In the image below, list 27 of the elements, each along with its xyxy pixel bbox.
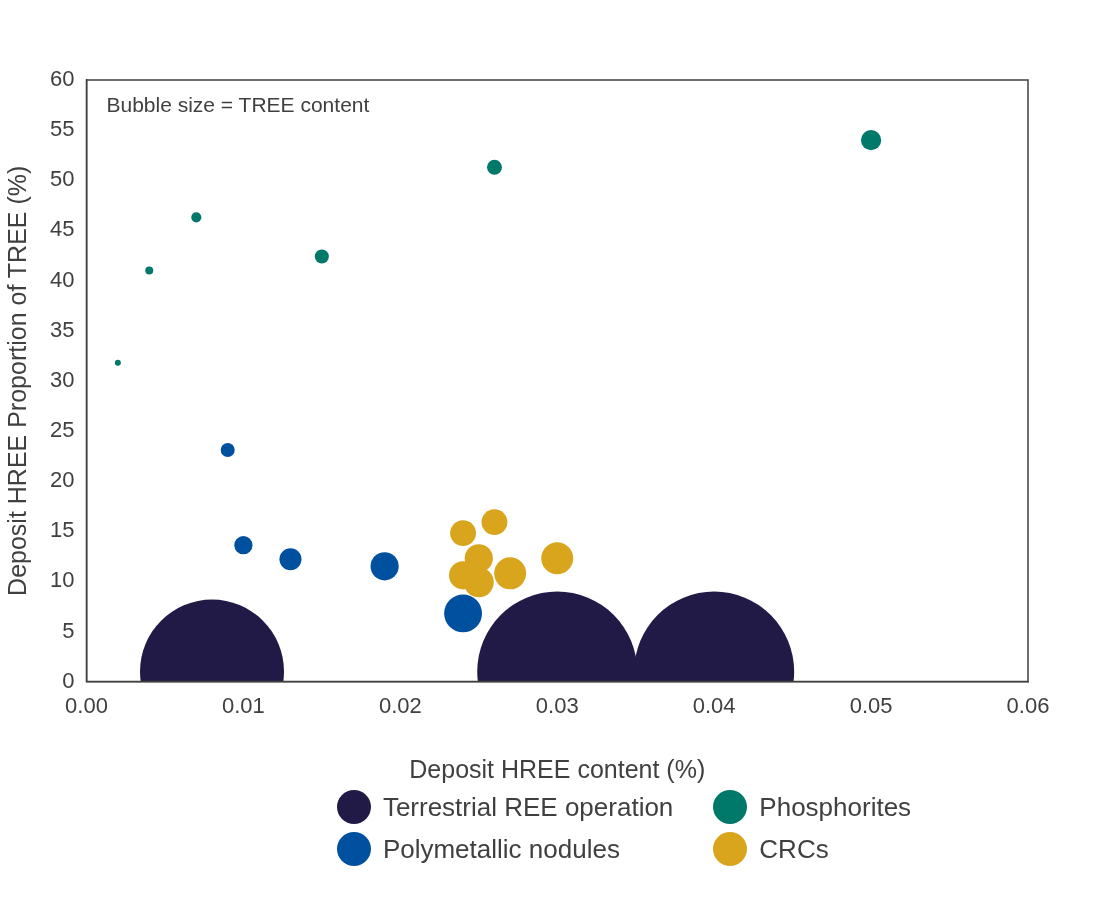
y-tick-label: 25	[49, 417, 75, 442]
legend-label: Phosphorites	[759, 791, 912, 823]
y-tick-label: 55	[49, 116, 75, 142]
x-tick-label: 0.03	[535, 692, 579, 718]
y-tick-label: 5	[62, 617, 75, 643]
x-tick-label: 0.01	[221, 692, 265, 718]
y-tick-label: 0	[62, 667, 75, 693]
y-tick-label: 60	[49, 66, 75, 92]
y-axis-title: Deposit HREE Proportion of TREE (%)	[2, 165, 31, 596]
y-tick-label: 45	[49, 216, 75, 242]
y-tick-label: 50	[49, 166, 75, 192]
legend-label: CRCs	[759, 833, 829, 865]
y-tick-label: 10	[49, 567, 75, 593]
x-tick-label: 0.06	[1006, 692, 1050, 718]
legend-label: Terrestrial REE operation	[382, 791, 674, 823]
annotation: Bubble size = TREE content	[106, 93, 370, 117]
legend-label: Polymetallic nodules	[382, 833, 620, 865]
x-tick-label: 0.04	[692, 692, 736, 718]
x-tick-label: 0.00	[65, 692, 108, 718]
y-tick-label: 40	[49, 266, 75, 292]
y-tick-label: 20	[49, 467, 75, 493]
y-tick-label: 15	[49, 517, 75, 543]
x-axis-title: Deposit HREE content (%)	[409, 754, 706, 783]
y-tick-label: 30	[49, 366, 75, 392]
y-tick-label: 35	[49, 316, 75, 342]
x-tick-label: 0.05	[849, 692, 893, 718]
x-tick-label: 0.02	[378, 692, 422, 718]
